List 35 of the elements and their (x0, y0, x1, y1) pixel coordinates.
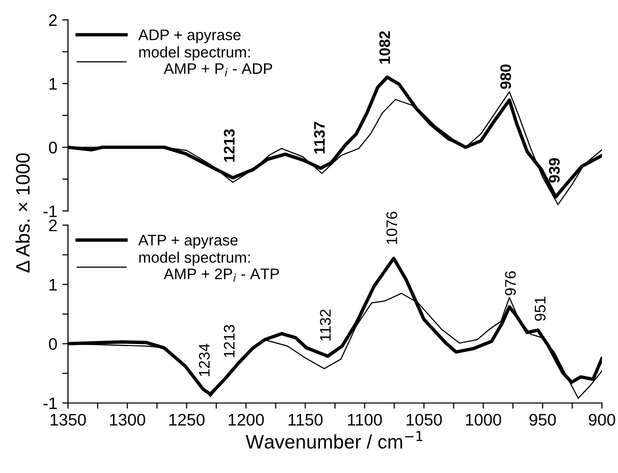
x-tick-label: 1050 (406, 414, 442, 426)
annotation: 1213 (224, 129, 235, 162)
y-axis-title: Δ Abs. × 1000 (15, 153, 30, 273)
y-tick-label: 0 (48, 142, 57, 154)
legend-label: model spectrum: AMP + P$_{i}$ - ADP (139, 46, 272, 76)
annotation: 951 (534, 296, 546, 321)
y-tick-label: 1 (50, 279, 57, 290)
y-tick-label: 1 (50, 78, 57, 90)
legend-label: model spectrum: AMP + 2P$_{i}$ - ATP (139, 252, 279, 282)
annotation: 976 (505, 271, 516, 296)
annotation: 980 (500, 64, 512, 89)
x-tick-label: 1350 (50, 414, 86, 426)
y-tick-label: 2 (49, 14, 57, 26)
y-tick-label: -1 (43, 206, 57, 217)
y-tick-label: -1 (43, 398, 57, 410)
annotation: 1082 (379, 31, 390, 64)
x-tick-label: 1250 (169, 414, 205, 426)
x-tick-label: 1100 (348, 414, 382, 426)
annotation: 1213 (224, 324, 235, 358)
x-tick-label: 1200 (228, 414, 264, 426)
legend-label: ATP + apyrase (138, 234, 238, 249)
x-tick-label: 1300 (110, 414, 146, 426)
x-tick-label: 1000 (466, 414, 502, 426)
x-axis-title: Wavenumber / cm$^{−1}$ (246, 431, 422, 449)
annotation: 1234 (198, 344, 210, 376)
annotation: 1132 (320, 310, 331, 341)
y-tick-label: 0 (48, 338, 57, 350)
x-tick-label: 1150 (288, 414, 323, 426)
annotation: 1076 (386, 212, 398, 244)
y-tick-label: 2 (49, 220, 57, 232)
annotation: 1137 (314, 122, 325, 154)
legend-label: ADP + apyrase (138, 30, 240, 44)
x-tick-label: 950 (529, 414, 556, 426)
x-tick-label: 900 (588, 414, 616, 426)
annotation: 939 (548, 158, 560, 183)
